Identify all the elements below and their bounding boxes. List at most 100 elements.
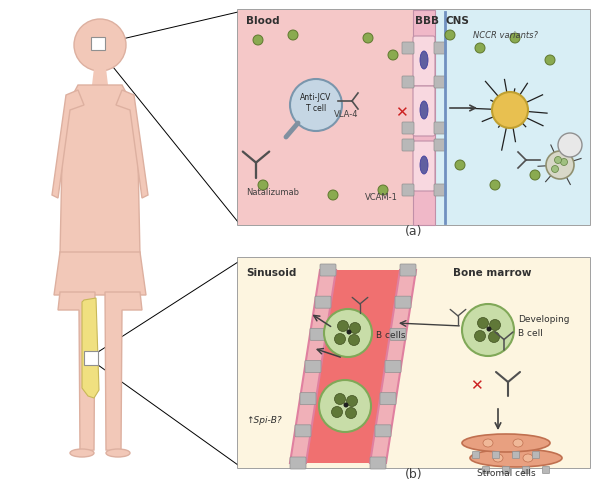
Text: (a): (a)	[405, 225, 423, 238]
Circle shape	[258, 180, 268, 190]
Ellipse shape	[513, 439, 523, 447]
FancyBboxPatch shape	[84, 351, 98, 365]
Circle shape	[335, 333, 346, 344]
Circle shape	[551, 166, 559, 172]
FancyBboxPatch shape	[238, 10, 590, 225]
Circle shape	[331, 407, 343, 417]
Circle shape	[554, 157, 562, 164]
Circle shape	[478, 318, 488, 329]
Circle shape	[445, 30, 455, 40]
FancyBboxPatch shape	[305, 360, 321, 372]
Polygon shape	[58, 292, 95, 452]
FancyBboxPatch shape	[533, 451, 539, 459]
Circle shape	[490, 180, 500, 190]
Polygon shape	[92, 68, 108, 85]
FancyBboxPatch shape	[400, 264, 416, 276]
Circle shape	[363, 33, 373, 43]
Circle shape	[343, 403, 349, 408]
FancyBboxPatch shape	[370, 457, 386, 469]
Text: T cell: T cell	[306, 104, 326, 113]
Circle shape	[337, 321, 349, 331]
FancyBboxPatch shape	[402, 122, 414, 134]
FancyBboxPatch shape	[512, 451, 520, 459]
Circle shape	[475, 331, 485, 341]
FancyBboxPatch shape	[385, 360, 401, 372]
FancyBboxPatch shape	[238, 258, 590, 468]
Text: ✕: ✕	[470, 378, 483, 393]
Circle shape	[510, 33, 520, 43]
Circle shape	[487, 327, 491, 331]
Circle shape	[492, 92, 528, 128]
FancyBboxPatch shape	[434, 184, 446, 196]
Circle shape	[288, 30, 298, 40]
Ellipse shape	[420, 156, 428, 174]
Polygon shape	[116, 90, 148, 198]
Circle shape	[74, 19, 126, 71]
Circle shape	[462, 304, 514, 356]
FancyBboxPatch shape	[402, 76, 414, 88]
Circle shape	[558, 133, 582, 157]
Text: Anti-JCV: Anti-JCV	[301, 93, 332, 102]
Text: Sinusoid: Sinusoid	[246, 268, 296, 278]
Text: B cell: B cell	[518, 329, 543, 338]
Text: VLA-4: VLA-4	[334, 110, 358, 119]
FancyBboxPatch shape	[434, 139, 446, 151]
Circle shape	[290, 79, 342, 131]
Ellipse shape	[462, 434, 550, 452]
Text: B cells: B cells	[376, 331, 406, 340]
FancyBboxPatch shape	[91, 37, 105, 50]
FancyBboxPatch shape	[238, 10, 413, 225]
FancyBboxPatch shape	[238, 258, 590, 468]
Ellipse shape	[493, 454, 503, 462]
FancyBboxPatch shape	[413, 10, 435, 225]
Text: CNS: CNS	[445, 16, 469, 26]
FancyBboxPatch shape	[435, 10, 590, 225]
Ellipse shape	[106, 449, 130, 457]
FancyBboxPatch shape	[434, 42, 446, 54]
FancyBboxPatch shape	[375, 425, 391, 437]
FancyBboxPatch shape	[413, 141, 435, 191]
Circle shape	[347, 396, 358, 407]
FancyBboxPatch shape	[473, 451, 479, 459]
Circle shape	[319, 380, 371, 432]
Circle shape	[560, 159, 568, 166]
FancyBboxPatch shape	[542, 467, 550, 474]
Circle shape	[475, 43, 485, 53]
Polygon shape	[304, 270, 402, 463]
FancyBboxPatch shape	[390, 329, 406, 340]
FancyBboxPatch shape	[320, 264, 336, 276]
FancyBboxPatch shape	[402, 42, 414, 54]
Circle shape	[349, 334, 359, 345]
Polygon shape	[370, 270, 416, 463]
Circle shape	[328, 190, 338, 200]
Polygon shape	[54, 252, 146, 295]
Circle shape	[335, 394, 346, 405]
FancyBboxPatch shape	[402, 139, 414, 151]
Ellipse shape	[70, 449, 94, 457]
FancyBboxPatch shape	[523, 467, 530, 474]
FancyBboxPatch shape	[434, 76, 446, 88]
Circle shape	[253, 35, 263, 45]
FancyBboxPatch shape	[315, 296, 331, 308]
FancyBboxPatch shape	[413, 86, 435, 136]
FancyBboxPatch shape	[434, 122, 446, 134]
Circle shape	[490, 320, 500, 331]
Text: Blood: Blood	[246, 16, 280, 26]
FancyBboxPatch shape	[300, 393, 316, 405]
Text: ↑Spi-B?: ↑Spi-B?	[246, 416, 281, 425]
Text: NCCR variants?: NCCR variants?	[473, 31, 538, 40]
FancyBboxPatch shape	[503, 467, 509, 474]
Ellipse shape	[470, 449, 562, 467]
Circle shape	[488, 331, 499, 342]
Ellipse shape	[483, 439, 493, 447]
Circle shape	[324, 309, 372, 357]
Polygon shape	[52, 90, 84, 198]
Circle shape	[546, 151, 574, 179]
FancyBboxPatch shape	[290, 457, 306, 469]
Circle shape	[560, 165, 570, 175]
Text: (b): (b)	[405, 468, 423, 481]
FancyBboxPatch shape	[482, 467, 490, 474]
FancyBboxPatch shape	[295, 425, 311, 437]
FancyBboxPatch shape	[310, 329, 326, 340]
Circle shape	[388, 50, 398, 60]
